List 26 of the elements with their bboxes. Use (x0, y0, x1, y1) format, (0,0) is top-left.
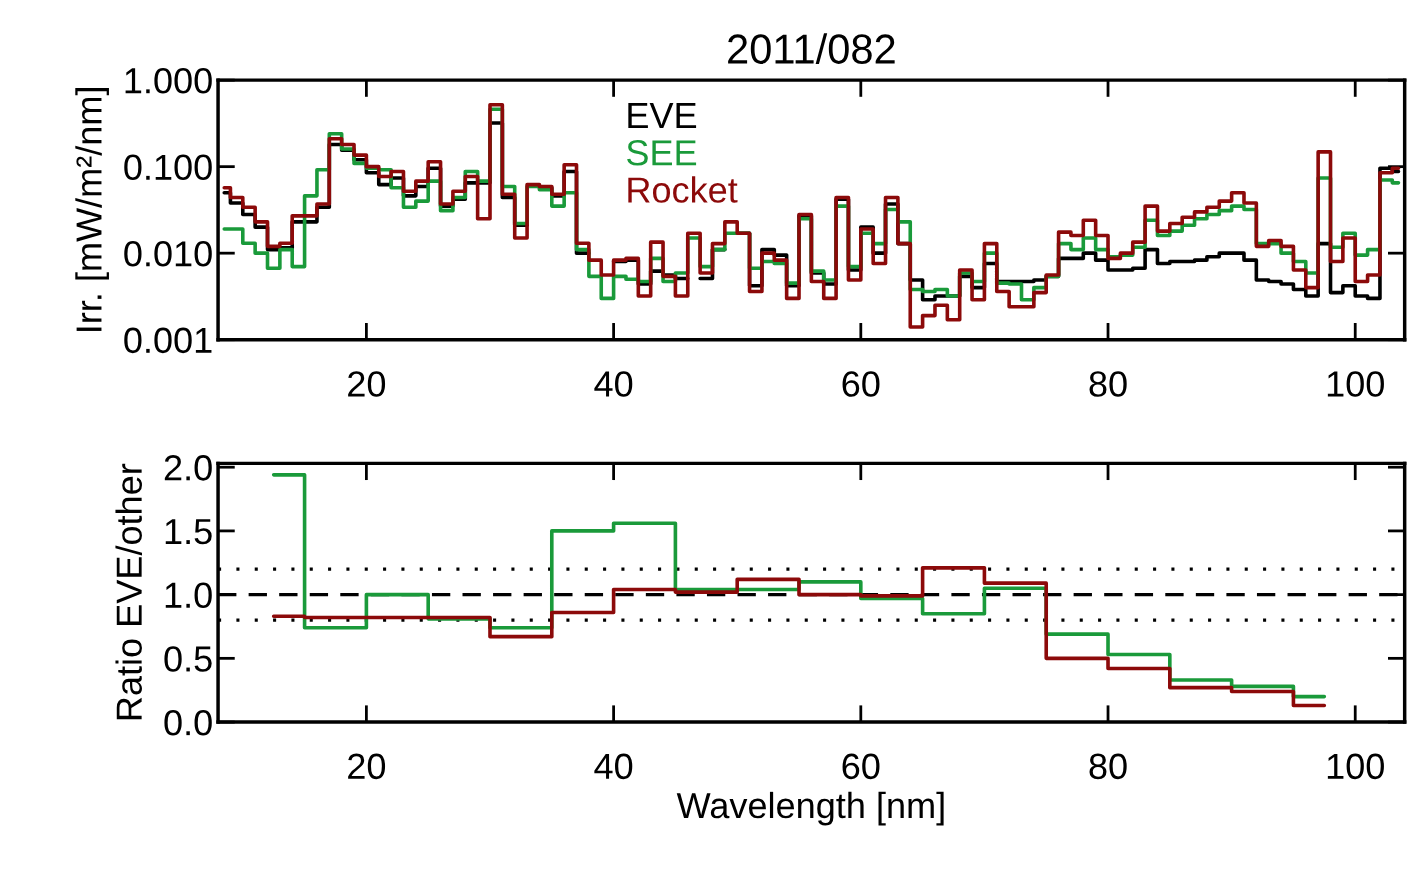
x-tick-label: 60 (842, 371, 880, 397)
y-tick-label: 0.100 (124, 154, 212, 181)
x-axis-title: Wavelength [nm] (676, 791, 944, 826)
y-tick-label: 0.0 (164, 709, 212, 736)
y-tick-label: 0.001 (124, 327, 212, 354)
x-tick-label: 80 (1089, 753, 1127, 780)
x-tick-label: 20 (348, 753, 386, 780)
y-tick-label: 0.010 (124, 241, 212, 267)
x-tick-label: 100 (1327, 753, 1384, 780)
y-tick-label: 1.000 (125, 68, 212, 94)
series-label: Rocket (628, 176, 738, 203)
y-tick-label: 2.0 (164, 455, 212, 481)
y-tick-label: 0.5 (164, 646, 212, 672)
x-tick-label: 80 (1089, 371, 1127, 397)
y-axis-title: Ratio EVE/other (115, 463, 142, 720)
y-tick-label: 1.5 (165, 519, 212, 545)
x-tick-label: 40 (594, 371, 633, 397)
legend-label: EVE (628, 103, 697, 128)
series-label: SEE (627, 140, 697, 166)
x-tick-label: 60 (842, 753, 880, 780)
y-axis-title: Irr. [mW/m²/nm] (75, 88, 109, 331)
x-tick-label: 100 (1327, 371, 1384, 397)
y-tick-label: 1.0 (165, 582, 212, 609)
chart-title: 2011/082 (728, 33, 895, 64)
x-tick-label: 40 (594, 753, 633, 780)
x-tick-label: 20 (348, 371, 386, 397)
